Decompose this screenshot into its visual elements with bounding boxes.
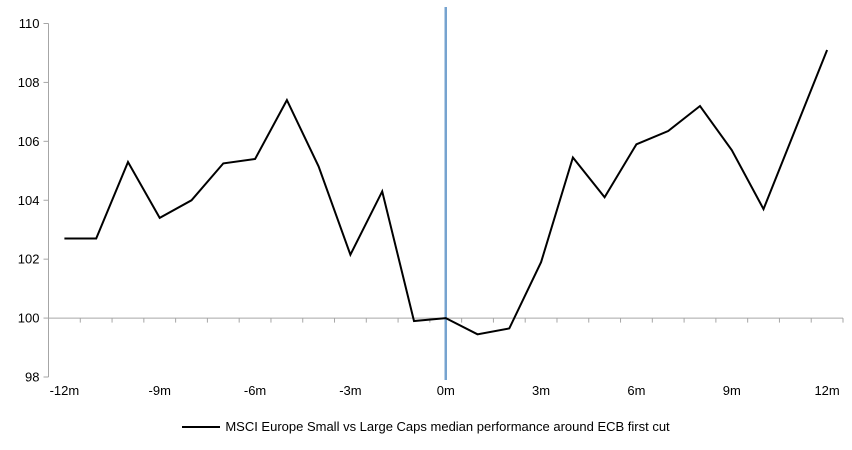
x-tick-label: -6m — [244, 383, 266, 398]
legend-label: MSCI Europe Small vs Large Caps median p… — [225, 419, 670, 434]
legend-line-swatch — [182, 425, 221, 428]
x-tick-label: -12m — [50, 383, 80, 398]
x-tick-label: 12m — [814, 383, 839, 398]
legend: MSCI Europe Small vs Large Caps median p… — [0, 419, 852, 434]
x-tick-label: 6m — [627, 383, 645, 398]
x-tick-label: 9m — [723, 383, 741, 398]
x-tick-label: -3m — [339, 383, 361, 398]
y-tick-label: 98 — [25, 370, 39, 385]
y-tick-label: 108 — [18, 75, 40, 90]
y-tick-label: 110 — [19, 16, 40, 31]
y-tick-label: 104 — [18, 193, 40, 208]
y-tick-label: 100 — [18, 311, 40, 326]
series-line — [64, 49, 829, 336]
x-tick-label: -9m — [149, 383, 171, 398]
x-tick-label: 3m — [532, 383, 550, 398]
x-tick-label: 0m — [437, 383, 455, 398]
y-tick-label: 102 — [18, 252, 40, 267]
y-tick-label: 106 — [18, 134, 40, 149]
